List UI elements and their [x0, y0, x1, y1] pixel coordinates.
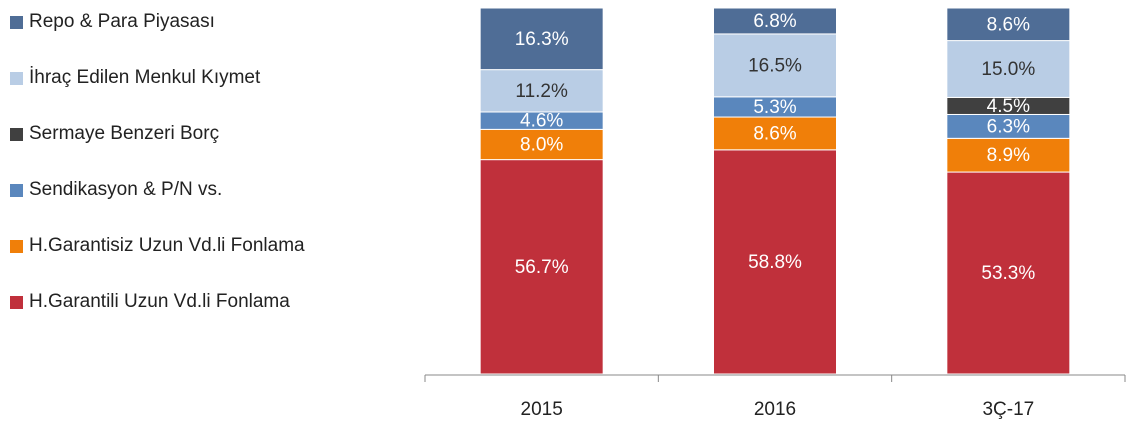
value-label: 58.8%: [748, 252, 802, 273]
value-label: 4.5%: [987, 96, 1030, 117]
value-label: 16.3%: [515, 29, 569, 50]
legend-swatch: [10, 16, 23, 29]
legend-swatch: [10, 128, 23, 141]
x-tick-label: 3Ç-17: [982, 399, 1034, 420]
legend-swatch: [10, 240, 23, 253]
value-label: 5.3%: [753, 97, 796, 118]
bar-segment: [713, 149, 837, 375]
x-tick-label: 2016: [754, 399, 796, 420]
value-label: 6.3%: [987, 116, 1030, 137]
value-label: 6.8%: [753, 11, 796, 32]
value-label: 56.7%: [515, 257, 569, 278]
legend-label: Repo & Para Piyasası: [29, 11, 215, 32]
legend-swatch: [10, 72, 23, 85]
bar-segment: [479, 7, 604, 71]
legend-swatch: [10, 296, 23, 309]
bar-segment: [946, 137, 1071, 173]
bar-segment: [479, 69, 604, 113]
legend-swatch: [10, 184, 23, 197]
bar-segment: [479, 128, 604, 161]
value-label: 4.6%: [520, 111, 563, 132]
bar-segment: [713, 7, 837, 35]
bar-segment: [946, 7, 1071, 42]
legend-label: Sendikasyon & P/N vs.: [29, 179, 222, 200]
value-label: 16.5%: [748, 55, 802, 76]
value-label: 8.6%: [753, 123, 796, 144]
value-label: 15.0%: [981, 59, 1035, 80]
legend-label: H.Garantisiz Uzun Vd.li Fonlama: [29, 235, 305, 256]
bar-segment: [479, 159, 604, 375]
legend-label: H.Garantili Uzun Vd.li Fonlama: [29, 291, 290, 312]
legend-label: İhraç Edilen Menkul Kıymet: [29, 67, 261, 88]
value-label: 8.9%: [987, 145, 1030, 166]
legend-label: Sermaye Benzeri Borç: [29, 123, 219, 144]
value-label: 53.3%: [981, 263, 1035, 284]
bar-segment: [946, 171, 1071, 375]
x-tick-label: 2015: [521, 399, 563, 420]
value-label: 8.0%: [520, 135, 563, 156]
value-label: 8.6%: [987, 14, 1030, 35]
value-label: 11.2%: [515, 81, 568, 102]
